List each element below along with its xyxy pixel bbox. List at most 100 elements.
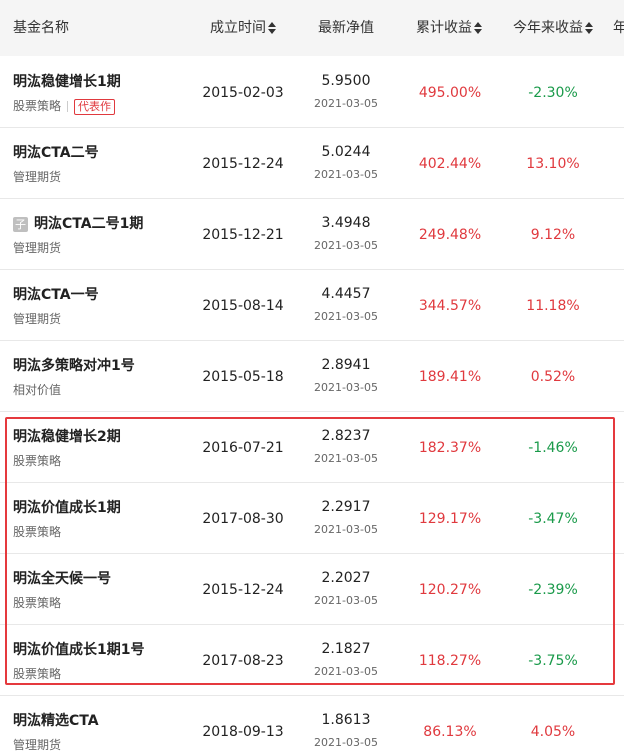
sort-icon[interactable] <box>585 22 593 34</box>
ytd-return: 9.12% <box>530 227 576 243</box>
sub-fund-icon: 子 <box>13 216 28 232</box>
fund-name-link[interactable]: 明汯稳健增长1期 <box>13 74 121 90</box>
header-cumulative-sortable[interactable]: 累计收益 <box>416 0 482 56</box>
header-ytd-label: 今年来收益 <box>513 20 583 36</box>
fund-name-link[interactable]: 明汯价值成长1期1号 <box>13 642 145 658</box>
inception-date: 2015-05-18 <box>202 369 284 385</box>
nav-value: 5.9500 <box>321 73 371 89</box>
table-row[interactable]: 明汯精选CTA 管理期货 2018-09-13 1.8613 2021-03-05 86.… <box>0 696 624 751</box>
cumulative-return: 129.17% <box>418 511 482 527</box>
highlight-box <box>5 417 615 685</box>
fund-name-cell[interactable]: 明汯CTA一号 <box>13 284 99 304</box>
fund-name-cell[interactable]: 明汯多策略对冲1号 <box>13 355 135 375</box>
cumulative-return: 344.57% <box>418 298 482 314</box>
ytd-return: 11.18% <box>526 298 580 314</box>
cumulative-return: 189.41% <box>418 369 482 385</box>
ytd-return: -1.46% <box>528 440 578 456</box>
inception-date: 2016-07-21 <box>202 440 284 456</box>
fund-name-link[interactable]: 明汯价值成长1期 <box>13 500 121 516</box>
fund-strategy: 股票策略 <box>13 452 61 469</box>
nav-value: 2.2027 <box>321 570 371 586</box>
ytd-return: 4.05% <box>530 724 576 740</box>
header-inception-sortable[interactable]: 成立时间 <box>210 0 276 56</box>
divider <box>67 101 69 112</box>
inception-date: 2015-08-14 <box>202 298 284 314</box>
fund-name-cell[interactable]: 明汯CTA二号 <box>13 142 99 162</box>
table-row[interactable]: 明汯CTA一号 管理期货 2015-08-14 4.4457 2021-03-05 344… <box>0 270 624 341</box>
fund-strategy: 股票策略 <box>13 523 61 540</box>
cumulative-return: 402.44% <box>418 156 482 172</box>
nav-value: 2.8941 <box>321 357 371 373</box>
fund-name-cell[interactable]: 明汯价值成长1期1号 <box>13 639 144 659</box>
strategy-label: 管理期货 <box>13 241 62 255</box>
fund-name-cell[interactable]: 明汯精选CTA <box>13 710 99 730</box>
cumulative-return: 182.37% <box>418 440 482 456</box>
ytd-return: -2.39% <box>528 582 578 598</box>
fund-name-link[interactable]: 明汯稳健增长2期 <box>13 429 121 445</box>
fund-strategy: 管理期货 <box>13 736 61 751</box>
ytd-return: -2.30% <box>528 85 578 101</box>
strategy-label: 管理期货 <box>13 170 62 184</box>
nav-date: 2021-03-05 <box>314 239 378 252</box>
nav-value: 2.8237 <box>321 428 371 444</box>
table-row[interactable]: 明汯价值成长1期1号 股票策略 2017-08-23 2.1827 2021-03-05… <box>0 625 624 696</box>
header-cumulative-label: 累计收益 <box>416 20 472 36</box>
strategy-label: 股票策略 <box>13 525 62 539</box>
cumulative-return: 120.27% <box>418 582 482 598</box>
cumulative-return: 118.27% <box>418 653 482 669</box>
nav-value: 2.2917 <box>321 499 371 515</box>
nav-date: 2021-03-05 <box>314 523 378 536</box>
fund-strategy: 管理期货 <box>13 239 61 256</box>
strategy-label: 股票策略 <box>13 667 62 681</box>
inception-date: 2015-12-24 <box>202 582 284 598</box>
fund-strategy: 股票策略 <box>13 594 61 611</box>
table-row[interactable]: 明汯价值成长1期 股票策略 2017-08-30 2.2917 2021-03-05 12… <box>0 483 624 554</box>
fund-strategy: 相对价值 <box>13 381 61 398</box>
fund-name-cell[interactable]: 明汯稳健增长1期 <box>13 71 121 91</box>
table-row[interactable]: 明汯稳健增长1期 股票策略 代表作 2015-02-03 5.9500 2021-03-0… <box>0 57 624 128</box>
representative-badge: 代表作 <box>74 98 116 115</box>
fund-name-link[interactable]: 明汯CTA二号1期 <box>34 216 144 232</box>
nav-date: 2021-03-05 <box>314 594 378 607</box>
nav-date: 2021-03-05 <box>314 310 378 323</box>
fund-name-link[interactable]: 明汯精选CTA <box>13 713 99 729</box>
fund-name-link[interactable]: 明汯全天候一号 <box>13 571 111 587</box>
fund-strategy: 管理期货 <box>13 310 61 327</box>
inception-date: 2017-08-30 <box>202 511 284 527</box>
nav-date: 2021-03-05 <box>314 665 378 678</box>
table-row[interactable]: 明汯多策略对冲1号 相对价值 2015-05-18 2.8941 2021-03-05 1… <box>0 341 624 412</box>
table-row[interactable]: 明汯稳健增长2期 股票策略 2016-07-21 2.8237 2021-03-05 18… <box>0 412 624 483</box>
fund-name-cell[interactable]: 明汯价值成长1期 <box>13 497 121 517</box>
inception-date: 2017-08-23 <box>202 653 284 669</box>
ytd-return: 0.52% <box>530 369 576 385</box>
cumulative-return: 249.48% <box>418 227 482 243</box>
nav-value: 3.4948 <box>321 215 371 231</box>
ytd-return: -3.75% <box>528 653 578 669</box>
strategy-label: 相对价值 <box>13 383 62 397</box>
header-nav: 最新净值 <box>318 20 374 36</box>
inception-date: 2015-02-03 <box>202 85 284 101</box>
nav-value: 1.8613 <box>321 712 371 728</box>
table-header: 基金名称 成立时间 最新净值 累计收益 今年来收益 年 <box>0 0 624 56</box>
sort-icon[interactable] <box>474 22 482 34</box>
fund-name-cell[interactable]: 明汯稳健增长2期 <box>13 426 121 446</box>
ytd-return: 13.10% <box>526 156 580 172</box>
strategy-label: 股票策略 <box>13 454 62 468</box>
nav-date: 2021-03-05 <box>314 381 378 394</box>
fund-name-link[interactable]: 明汯CTA二号 <box>13 145 99 161</box>
fund-name-link[interactable]: 明汯CTA一号 <box>13 287 99 303</box>
nav-value: 2.1827 <box>321 641 371 657</box>
nav-value: 5.0244 <box>321 144 371 160</box>
fund-name-cell[interactable]: 子明汯CTA二号1期 <box>13 213 143 233</box>
fund-name-cell[interactable]: 明汯全天候一号 <box>13 568 111 588</box>
nav-value: 4.4457 <box>321 286 371 302</box>
table-row[interactable]: 明汯全天候一号 股票策略 2015-12-24 2.2027 2021-03-05 120… <box>0 554 624 625</box>
sort-icon[interactable] <box>268 22 276 34</box>
inception-date: 2015-12-24 <box>202 156 284 172</box>
table-row[interactable]: 子明汯CTA二号1期管理期货 2015-12-21 3.4948 2021-03-05… <box>0 199 624 270</box>
inception-date: 2018-09-13 <box>202 724 284 740</box>
fund-name-link[interactable]: 明汯多策略对冲1号 <box>13 358 135 374</box>
inception-date: 2015-12-21 <box>202 227 284 243</box>
header-ytd-sortable[interactable]: 今年来收益 <box>513 0 593 56</box>
table-row[interactable]: 明汯CTA二号 管理期货 2015-12-24 5.0244 2021-03-05 402… <box>0 128 624 199</box>
